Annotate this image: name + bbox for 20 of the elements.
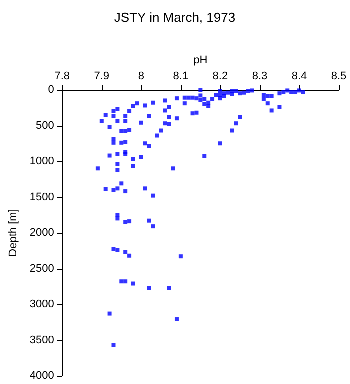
chart-title: JSTY in March, 1973 <box>114 10 236 25</box>
x-tick-label: 8.3 <box>252 70 268 82</box>
x-tick-label: 7.9 <box>94 70 110 82</box>
x-axis-title: pH <box>194 54 208 67</box>
x-tick-label: 8.1 <box>173 70 189 82</box>
x-tick-label: 8.5 <box>331 70 347 82</box>
y-tick-label: 3000 <box>30 298 54 310</box>
y-tick-label: 4000 <box>30 370 54 382</box>
x-tick-label: 7.8 <box>54 70 70 82</box>
y-tick-label: 2000 <box>30 227 54 239</box>
y-tick-label: 2500 <box>30 262 54 275</box>
x-tick-label: 8.2 <box>212 70 228 82</box>
x-tick-label: 8 <box>138 70 144 82</box>
y-tick-label: 1000 <box>30 156 54 168</box>
x-tick-label: 8.4 <box>292 70 308 82</box>
y-tick-label: 1500 <box>30 191 54 204</box>
y-tick-label: 0 <box>48 84 54 96</box>
y-tick-label: 500 <box>36 120 54 132</box>
y-tick-label: 3500 <box>30 334 54 346</box>
y-axis-title: Depth [m] <box>8 209 20 257</box>
